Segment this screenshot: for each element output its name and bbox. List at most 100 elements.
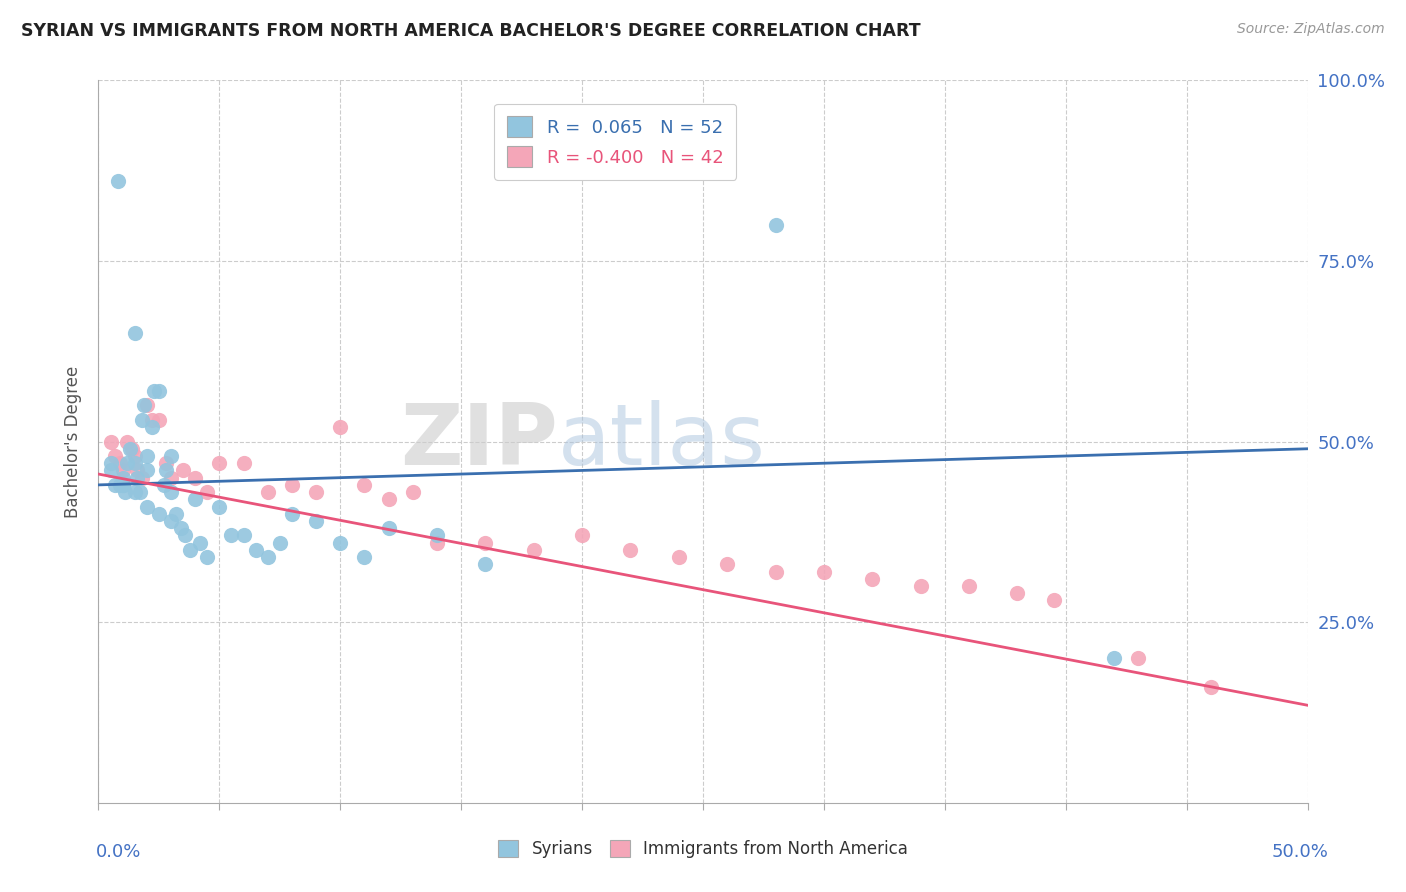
Text: SYRIAN VS IMMIGRANTS FROM NORTH AMERICA BACHELOR'S DEGREE CORRELATION CHART: SYRIAN VS IMMIGRANTS FROM NORTH AMERICA …: [21, 22, 921, 40]
Point: [143, 384, 166, 398]
Legend: Syrians, Immigrants from North America: Syrians, Immigrants from North America: [489, 832, 917, 867]
Point: [329, 535, 352, 549]
Point: [474, 535, 496, 549]
Point: [571, 528, 593, 542]
Point: [155, 456, 177, 470]
Point: [160, 449, 183, 463]
Point: [195, 550, 218, 565]
Point: [160, 514, 183, 528]
Point: [160, 485, 183, 500]
Point: [195, 485, 218, 500]
Point: [426, 535, 449, 549]
Point: [107, 174, 129, 188]
Point: [108, 478, 131, 492]
Point: [127, 463, 149, 477]
Point: [232, 528, 254, 542]
Point: [221, 528, 243, 542]
Point: [121, 442, 143, 456]
Point: [716, 558, 738, 572]
Text: 50.0%: 50.0%: [1272, 843, 1329, 861]
Point: [135, 398, 157, 412]
Point: [329, 420, 352, 434]
Point: [232, 456, 254, 470]
Point: [131, 413, 153, 427]
Point: [1199, 680, 1222, 694]
Point: [281, 478, 304, 492]
Point: [104, 449, 127, 463]
Point: [1042, 593, 1064, 607]
Point: [124, 456, 146, 470]
Point: [128, 485, 150, 500]
Point: [141, 420, 163, 434]
Text: Source: ZipAtlas.com: Source: ZipAtlas.com: [1237, 22, 1385, 37]
Point: [305, 514, 328, 528]
Point: [269, 535, 291, 549]
Point: [124, 326, 146, 340]
Point: [957, 579, 980, 593]
Point: [111, 478, 134, 492]
Point: [124, 485, 146, 500]
Point: [256, 550, 278, 565]
Point: [124, 449, 146, 463]
Point: [111, 463, 134, 477]
Point: [172, 463, 194, 477]
Point: [114, 485, 136, 500]
Point: [100, 463, 122, 477]
Point: [100, 434, 122, 449]
Point: [117, 434, 139, 449]
Point: [134, 398, 156, 412]
Point: [377, 492, 399, 507]
Point: [208, 456, 231, 470]
Point: [104, 478, 127, 492]
Point: [402, 485, 425, 500]
Point: [1102, 651, 1125, 665]
Point: [179, 542, 201, 557]
Text: 0.0%: 0.0%: [96, 843, 141, 861]
Point: [118, 442, 141, 456]
Point: [765, 218, 787, 232]
Point: [141, 413, 163, 427]
Point: [148, 507, 170, 521]
Point: [160, 470, 183, 484]
Point: [377, 521, 399, 535]
Point: [131, 470, 153, 484]
Point: [111, 470, 134, 484]
Point: [165, 507, 187, 521]
Text: ZIP: ZIP: [401, 400, 558, 483]
Point: [860, 572, 883, 586]
Point: [152, 478, 174, 492]
Point: [281, 507, 304, 521]
Point: [111, 478, 134, 492]
Point: [174, 528, 197, 542]
Point: [169, 521, 191, 535]
Point: [188, 535, 211, 549]
Point: [426, 528, 449, 542]
Point: [353, 550, 375, 565]
Point: [208, 500, 231, 514]
Point: [256, 485, 278, 500]
Point: [619, 542, 641, 557]
Point: [127, 470, 149, 484]
Point: [100, 456, 122, 470]
Point: [813, 565, 835, 579]
Point: [305, 485, 328, 500]
Point: [765, 565, 787, 579]
Point: [353, 478, 375, 492]
Point: [1007, 586, 1029, 600]
Text: atlas: atlas: [558, 400, 766, 483]
Point: [117, 456, 139, 470]
Point: [135, 463, 157, 477]
Point: [108, 456, 131, 470]
Point: [148, 384, 170, 398]
Point: [1128, 651, 1150, 665]
Point: [184, 470, 207, 484]
Y-axis label: Bachelor's Degree: Bachelor's Degree: [63, 366, 82, 517]
Point: [474, 558, 496, 572]
Point: [148, 413, 170, 427]
Point: [523, 542, 546, 557]
Point: [135, 449, 157, 463]
Point: [155, 463, 177, 477]
Point: [910, 579, 932, 593]
Point: [245, 542, 267, 557]
Point: [135, 500, 157, 514]
